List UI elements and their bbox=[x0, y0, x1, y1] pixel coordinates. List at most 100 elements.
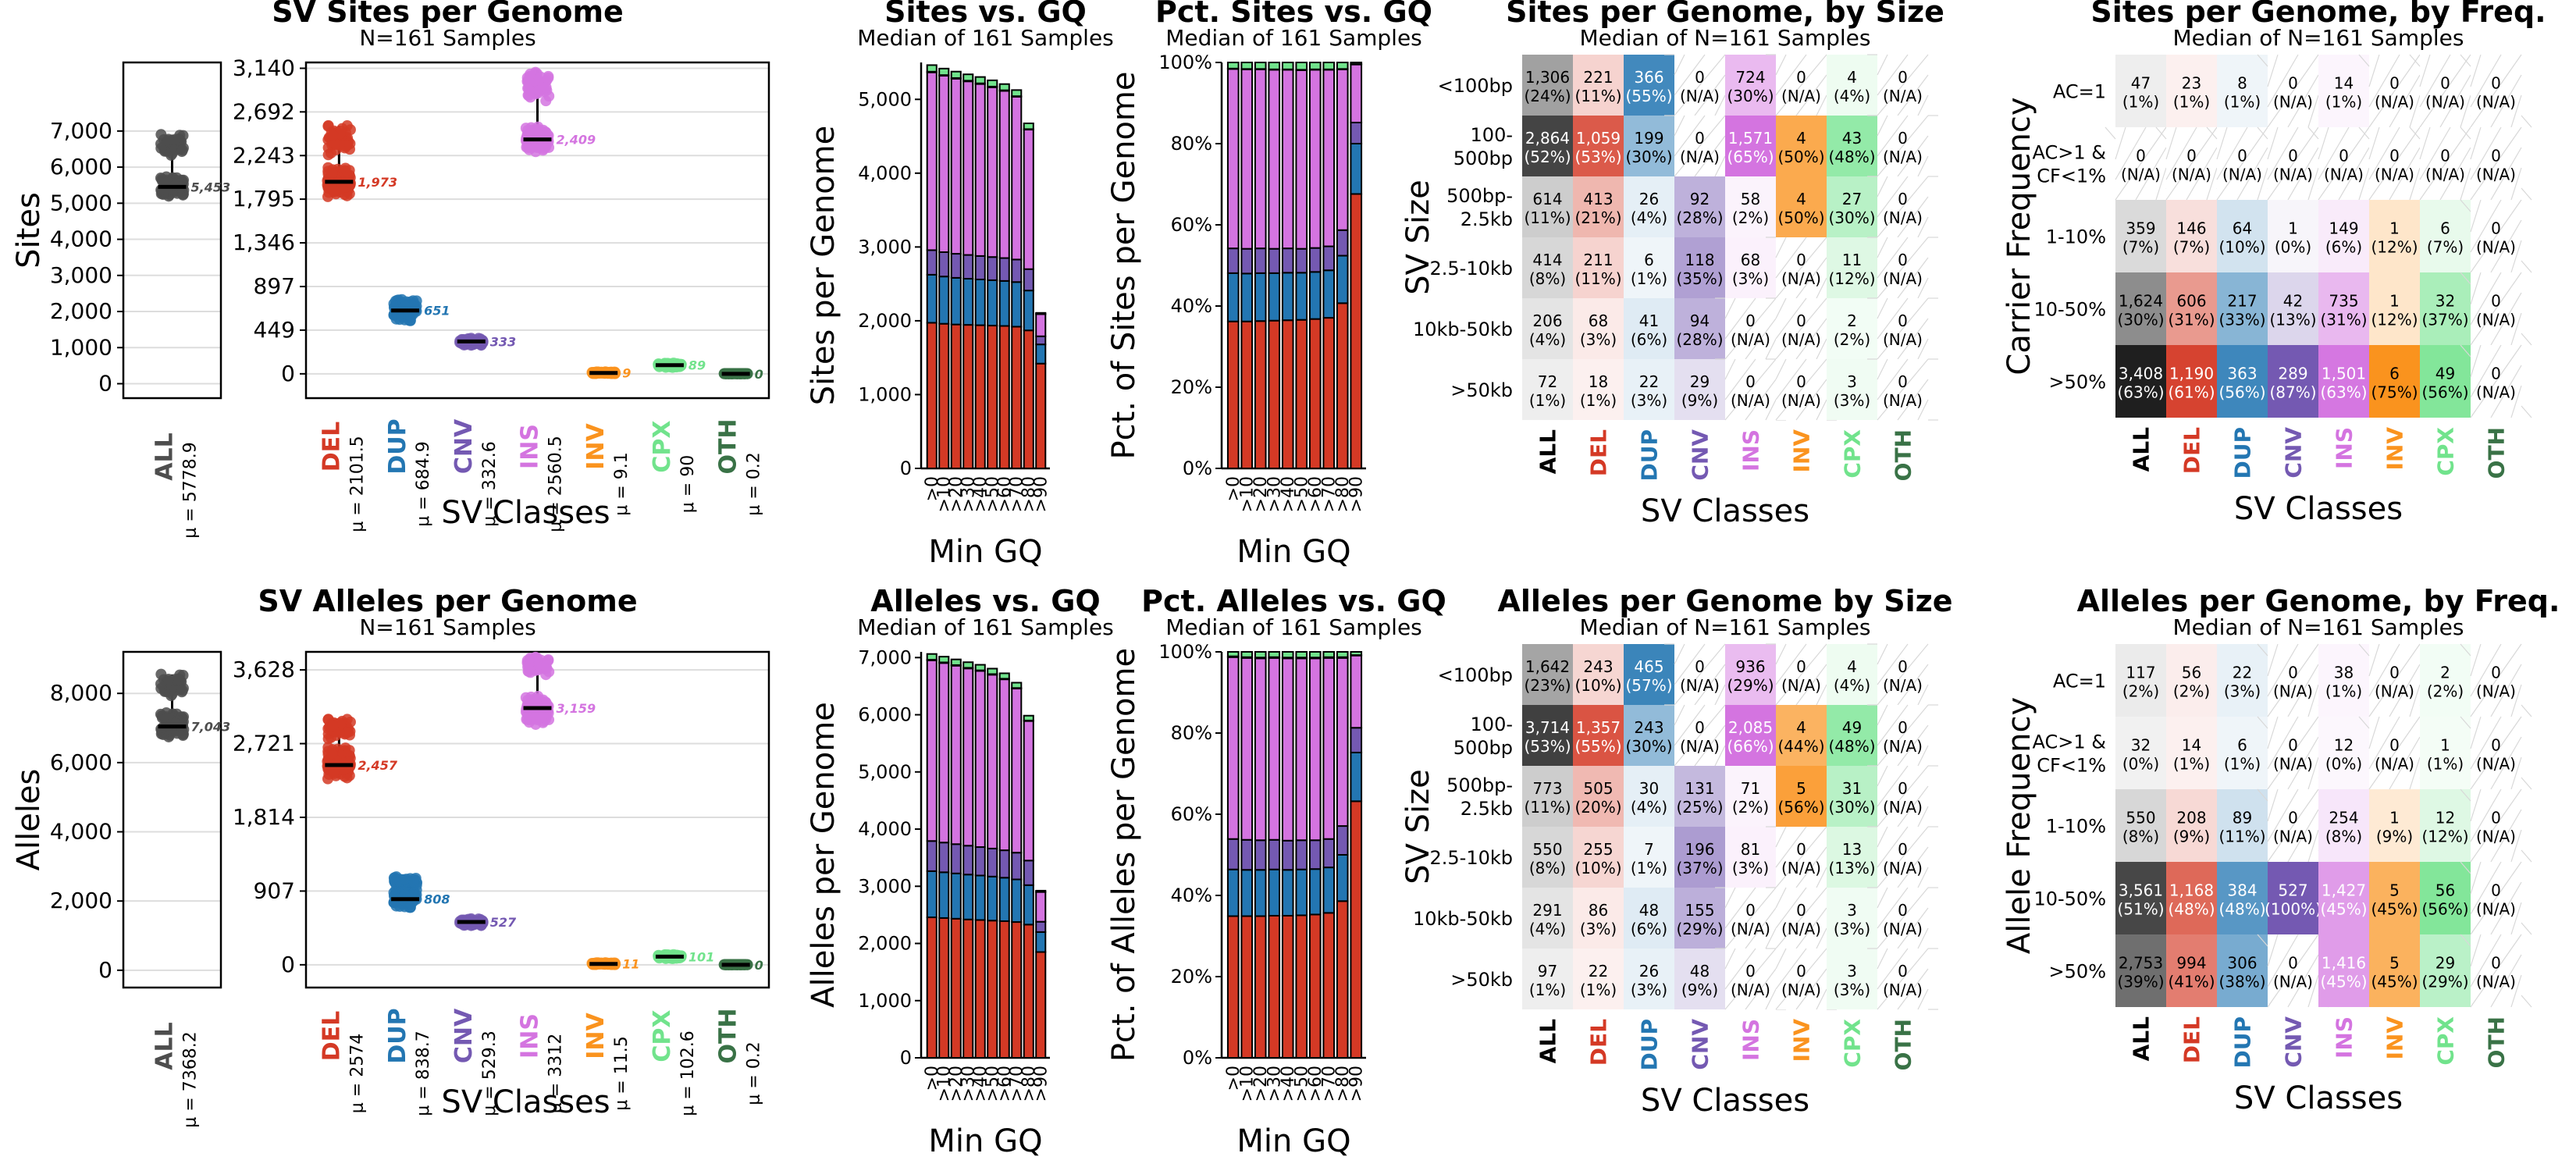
na-hatch bbox=[1795, 846, 1827, 888]
heatmap-cell bbox=[1725, 55, 1776, 116]
bar-segment-del bbox=[974, 919, 986, 1059]
cell-percent: (28%) bbox=[1676, 330, 1723, 349]
y-tick-label: 0% bbox=[1183, 457, 1212, 479]
na-hatch bbox=[2521, 115, 2532, 128]
na-hatch bbox=[2409, 167, 2421, 201]
bar-segment-cnv bbox=[1268, 247, 1281, 274]
cell-value: 2 bbox=[2440, 664, 2450, 682]
heatmap-cell bbox=[2115, 272, 2166, 345]
na-hatch bbox=[2368, 54, 2421, 128]
cell-percent: (8%) bbox=[2325, 828, 2362, 846]
na-hatch bbox=[1877, 358, 1909, 400]
na-hatch bbox=[1877, 887, 1909, 929]
na-hatch bbox=[1897, 968, 1929, 1010]
heatmap-cell bbox=[2115, 789, 2166, 862]
na-hatch bbox=[2368, 126, 2400, 180]
na-hatch bbox=[2470, 344, 2482, 378]
na-hatch bbox=[1745, 907, 1777, 949]
heatmap-cell bbox=[1624, 705, 1674, 766]
cell-percent: (87%) bbox=[2269, 383, 2316, 402]
heatmap-cell bbox=[2217, 789, 2268, 862]
sample-point bbox=[327, 130, 339, 141]
na-hatch bbox=[2267, 54, 2279, 87]
na-hatch bbox=[1775, 826, 1807, 868]
x-tick-label: >50 bbox=[983, 476, 1002, 512]
cell-value: 0 bbox=[1898, 190, 1908, 208]
heatmap-cell bbox=[1725, 237, 1776, 298]
bar-segment-del bbox=[1035, 951, 1047, 1059]
plot-frame bbox=[122, 650, 222, 989]
chart-title: Pct. Alleles vs. GQ bbox=[1141, 584, 1446, 618]
cell-value: 0 bbox=[2339, 147, 2349, 166]
cell-percent: (57%) bbox=[1625, 676, 1672, 695]
cell-value: 0 bbox=[2389, 664, 2400, 682]
cell-percent: (3%) bbox=[1631, 981, 1667, 999]
na-hatch bbox=[2460, 54, 2471, 67]
x-tick-label: >60 bbox=[1306, 1066, 1325, 1102]
heatmap-cell bbox=[1624, 888, 1674, 949]
heatmap-cell bbox=[2166, 644, 2217, 717]
cell-value: 196 bbox=[1685, 840, 1714, 859]
bar-segment-dup bbox=[1268, 272, 1281, 322]
row-label: AC=1 bbox=[2053, 671, 2106, 692]
column-label: DEL bbox=[1586, 429, 1612, 476]
sample-point bbox=[155, 668, 167, 680]
cell-value: 56 bbox=[2182, 664, 2201, 682]
y-tick-label: 0 bbox=[98, 957, 112, 983]
heatmap-cell bbox=[2166, 862, 2217, 934]
na-hatch bbox=[2460, 643, 2471, 657]
bar-segment-ins bbox=[974, 670, 986, 849]
bar-segment-ins bbox=[1254, 68, 1267, 250]
na-hatch bbox=[2358, 716, 2370, 729]
na-hatch bbox=[1816, 399, 1827, 421]
x-tick-label: >70 bbox=[1319, 1066, 1339, 1102]
bar-segment-del bbox=[1226, 320, 1240, 470]
cell-value: 2,753 bbox=[2119, 954, 2163, 973]
cell-percent: (4%) bbox=[1834, 676, 1870, 695]
heatmap-cell bbox=[2115, 717, 2166, 789]
na-hatch bbox=[1795, 74, 1827, 116]
na-hatch bbox=[2521, 849, 2532, 863]
bar-segment-ins bbox=[1336, 68, 1349, 231]
bar-segment-cnv bbox=[1226, 838, 1240, 870]
cell-value: 0 bbox=[2288, 74, 2298, 93]
y-tick-label: 100% bbox=[1158, 52, 1212, 73]
cell-value: 0 bbox=[2237, 147, 2247, 166]
cell-percent: (28%) bbox=[1676, 208, 1723, 227]
bar-segment-cnv bbox=[1240, 247, 1254, 275]
x-tick-label: >50 bbox=[983, 1066, 1002, 1102]
na-hatch bbox=[2470, 643, 2522, 717]
na-hatch bbox=[2460, 716, 2471, 729]
chart-title: Sites vs. GQ bbox=[884, 0, 1087, 29]
na-hatch bbox=[2267, 54, 2299, 108]
x-tick-label: >70 bbox=[1319, 476, 1339, 512]
sample-point bbox=[322, 119, 334, 131]
cell-percent: (66%) bbox=[1727, 737, 1774, 756]
na-hatch bbox=[2257, 167, 2268, 201]
bar-segment-cnv bbox=[950, 253, 962, 279]
heatmap-cell bbox=[1725, 176, 1776, 237]
na-hatch bbox=[1714, 155, 1726, 177]
median-label: 527 bbox=[490, 915, 517, 930]
bar-segment-cpx bbox=[1336, 62, 1349, 70]
x-tick-label: >50 bbox=[1292, 1066, 1311, 1102]
cell-percent: (50%) bbox=[1777, 148, 1824, 166]
bar-segment-dup bbox=[1035, 343, 1047, 365]
x-tick-label: >90 bbox=[1347, 1066, 1366, 1102]
cell-percent: (N/A) bbox=[1883, 676, 1923, 695]
bar-segment-ins bbox=[1226, 68, 1240, 250]
y-tick-label: 907 bbox=[254, 877, 295, 903]
na-hatch bbox=[2470, 788, 2482, 822]
cell-percent: (48%) bbox=[2218, 900, 2265, 919]
bar-segment-dup bbox=[926, 870, 938, 919]
heatmap-cell bbox=[1624, 237, 1674, 298]
cell-percent: (9%) bbox=[2173, 828, 2210, 846]
y-tick-label: 2,000 bbox=[858, 310, 912, 332]
na-hatch bbox=[2409, 126, 2421, 140]
na-hatch bbox=[1877, 358, 1929, 421]
heatmap-cell bbox=[2318, 200, 2369, 272]
bar-segment-cpx bbox=[938, 656, 950, 664]
na-hatch bbox=[1816, 927, 1827, 949]
na-hatch bbox=[2460, 272, 2471, 285]
plot-frame bbox=[304, 61, 770, 400]
